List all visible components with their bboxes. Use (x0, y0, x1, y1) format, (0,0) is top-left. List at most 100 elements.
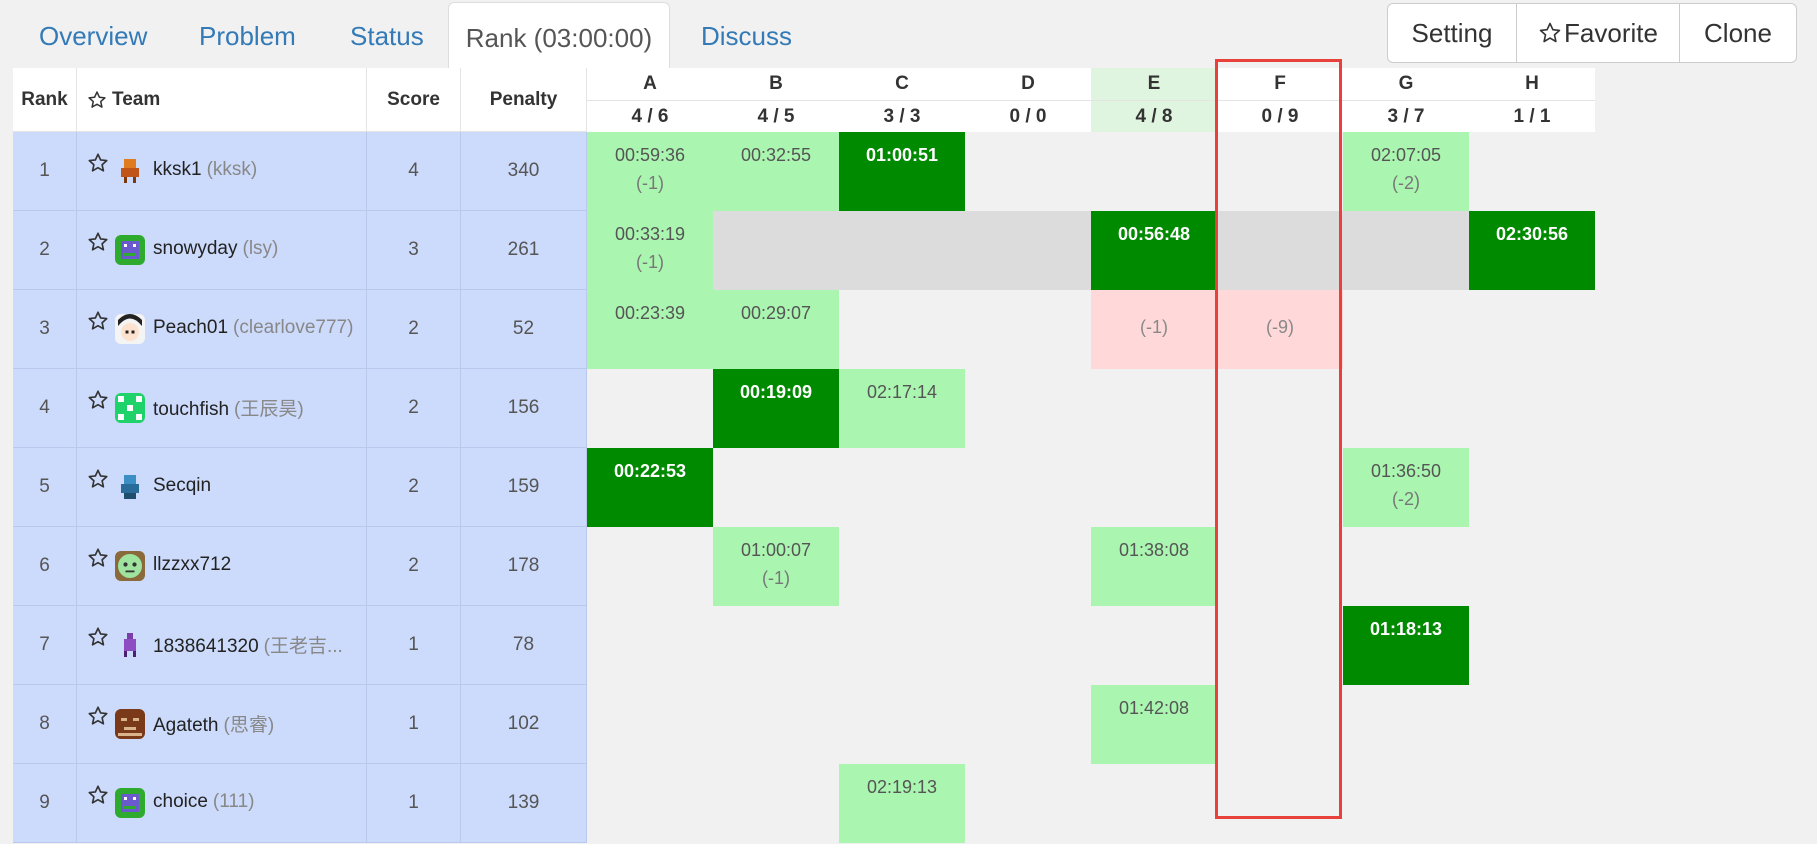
problem-letter: G (1343, 68, 1469, 101)
setting-button[interactable]: Setting (1388, 4, 1517, 62)
header-problem-b[interactable]: B 4 / 5 (713, 68, 839, 132)
problem-cell-d (965, 685, 1091, 764)
header-team-label: Team (112, 88, 161, 110)
header-problem-e[interactable]: E 4 / 8 (1091, 68, 1217, 132)
penalty-cell: 102 (461, 685, 587, 764)
problem-cell-a: 00:59:36 (-1) (587, 132, 713, 211)
problem-cell-f (1217, 527, 1343, 606)
solve-time: 01:42:08 (1118, 698, 1190, 718)
problem-cell-e: 00:56:48 (1091, 211, 1217, 290)
favorite-star-icon[interactable] (87, 310, 109, 332)
team-name[interactable]: 1838641320 (王老吉... (153, 631, 343, 658)
problem-cell-g (1343, 369, 1469, 448)
favorite-star-icon[interactable] (87, 626, 109, 648)
problem-cell-h (1469, 290, 1595, 369)
avatar (115, 709, 145, 739)
favorite-star-icon[interactable] (87, 468, 109, 490)
favorite-button[interactable]: Favorite (1517, 4, 1680, 62)
setting-label: Setting (1411, 18, 1493, 48)
problem-cell-h (1469, 606, 1595, 685)
problem-cell-h (1469, 764, 1595, 843)
problem-cell-d (965, 211, 1091, 290)
header-problem-h[interactable]: H 1 / 1 (1469, 68, 1595, 132)
team-name[interactable]: llzzxx712 (153, 554, 236, 576)
clone-label: Clone (1704, 18, 1772, 48)
problem-ratio: 4 / 8 (1135, 106, 1173, 127)
header-score[interactable]: Score (367, 68, 461, 132)
problem-cell-g (1343, 764, 1469, 843)
solve-time: 00:59:36 (614, 145, 686, 165)
team-name[interactable]: choice (111) (153, 791, 254, 813)
problem-cell-e: 01:38:08 (1091, 527, 1217, 606)
team-name[interactable]: Agateth (思睿) (153, 710, 274, 737)
solve-time: 01:36:50 (1370, 461, 1442, 481)
problem-cell-g (1343, 527, 1469, 606)
problem-cell-d (965, 527, 1091, 606)
problem-cell-b: 00:29:07 (713, 290, 839, 369)
header-team[interactable]: Team (77, 68, 367, 132)
score-cell: 2 (367, 369, 461, 448)
team-username: snowyday (153, 238, 238, 259)
header-problem-f[interactable]: F 0 / 9 (1217, 68, 1343, 132)
header-problem-c[interactable]: C 3 / 3 (839, 68, 965, 132)
avatar (115, 788, 145, 818)
problem-cell-c (839, 685, 965, 764)
problem-cell-g (1343, 290, 1469, 369)
problem-cell-e (1091, 448, 1217, 527)
tab-rank[interactable]: Rank (03:00:00) (448, 2, 670, 69)
favorite-star-icon[interactable] (87, 784, 109, 806)
rank-cell: 5 (13, 448, 77, 527)
problem-cell-f (1217, 448, 1343, 527)
score-cell: 4 (367, 132, 461, 211)
clone-button[interactable]: Clone (1680, 4, 1796, 62)
problem-cell-g (1343, 685, 1469, 764)
problem-cell-f (1217, 606, 1343, 685)
tab-discuss[interactable]: Discuss (701, 21, 793, 51)
team-nickname: (王老吉... (263, 635, 343, 657)
header-problem-d[interactable]: D 0 / 0 (965, 68, 1091, 132)
favorite-star-icon[interactable] (87, 547, 109, 569)
problem-cell-a (587, 369, 713, 448)
problem-cell-c (839, 290, 965, 369)
score-cell: 2 (367, 290, 461, 369)
score-cell: 1 (367, 606, 461, 685)
header-problem-g[interactable]: G 3 / 7 (1343, 68, 1469, 132)
problem-cell-d (965, 369, 1091, 448)
problem-cell-h: 02:30:56 (1469, 211, 1595, 290)
favorite-star-icon[interactable] (87, 705, 109, 727)
team-name[interactable]: Peach01 (clearlove777) (153, 317, 353, 339)
tab-status[interactable]: Status (350, 21, 424, 51)
problem-cell-d (965, 764, 1091, 843)
header-problem-a[interactable]: A 4 / 6 (587, 68, 713, 132)
team-name[interactable]: snowyday (lsy) (153, 238, 278, 260)
team-cell: Peach01 (clearlove777) (77, 290, 367, 369)
problem-cell-f (1217, 764, 1343, 843)
problem-cell-b (713, 211, 839, 290)
team-name[interactable]: kksk1 (kksk) (153, 159, 257, 181)
problem-letter: E (1091, 68, 1217, 101)
team-name[interactable]: touchfish (王辰昊) (153, 394, 304, 421)
problem-cell-h (1469, 369, 1595, 448)
header-rank[interactable]: Rank (13, 68, 77, 132)
favorite-star-icon[interactable] (87, 152, 109, 174)
solve-time: 00:33:19 (614, 224, 686, 244)
tab-problem[interactable]: Problem (199, 21, 296, 51)
problem-letter: D (965, 68, 1091, 101)
problem-cell-g (1343, 211, 1469, 290)
solve-time: 00:56:48 (1117, 224, 1191, 244)
penalty-cell: 52 (461, 290, 587, 369)
tab-overview[interactable]: Overview (39, 21, 148, 51)
team-name[interactable]: Secqin (153, 475, 216, 497)
problem-cell-d (965, 290, 1091, 369)
problem-cell-c: 02:17:14 (839, 369, 965, 448)
team-username: kksk1 (153, 159, 202, 180)
favorite-star-icon[interactable] (87, 231, 109, 253)
problem-ratio: 0 / 9 (1261, 106, 1299, 127)
rank-cell: 1 (13, 132, 77, 211)
favorite-star-icon[interactable] (87, 389, 109, 411)
solve-time: 01:00:07 (740, 540, 812, 560)
problem-cell-g: 01:36:50 (-2) (1343, 448, 1469, 527)
team-nickname: (111) (212, 791, 255, 812)
wrong-attempts: (-2) (1392, 173, 1420, 193)
header-penalty[interactable]: Penalty (461, 68, 587, 132)
